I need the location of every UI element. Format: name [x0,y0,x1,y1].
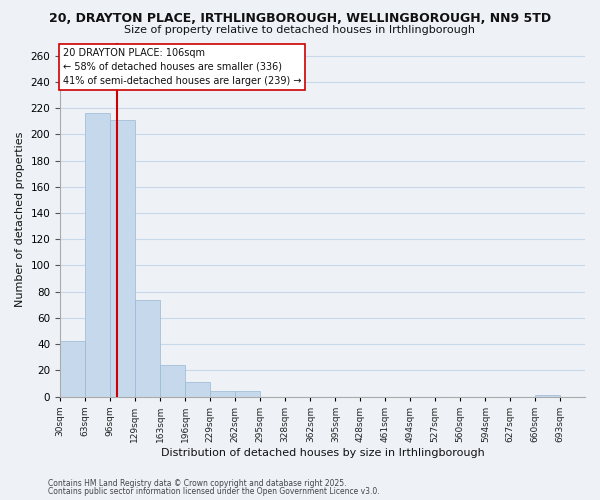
Text: Size of property relative to detached houses in Irthlingborough: Size of property relative to detached ho… [125,25,476,35]
Text: 20 DRAYTON PLACE: 106sqm
← 58% of detached houses are smaller (336)
41% of semi-: 20 DRAYTON PLACE: 106sqm ← 58% of detach… [62,48,301,86]
Bar [185,382,210,396]
Bar [535,395,560,396]
Bar [235,392,260,396]
Text: 20, DRAYTON PLACE, IRTHLINGBOROUGH, WELLINGBOROUGH, NN9 5TD: 20, DRAYTON PLACE, IRTHLINGBOROUGH, WELL… [49,12,551,26]
Bar [135,300,160,396]
Text: Contains public sector information licensed under the Open Government Licence v3: Contains public sector information licen… [48,487,380,496]
Bar [160,365,185,396]
Text: Contains HM Land Registry data © Crown copyright and database right 2025.: Contains HM Land Registry data © Crown c… [48,478,347,488]
X-axis label: Distribution of detached houses by size in Irthlingborough: Distribution of detached houses by size … [161,448,484,458]
Bar [110,120,135,396]
Bar [210,392,235,396]
Y-axis label: Number of detached properties: Number of detached properties [15,132,25,307]
Bar [60,342,85,396]
Bar [85,114,110,397]
